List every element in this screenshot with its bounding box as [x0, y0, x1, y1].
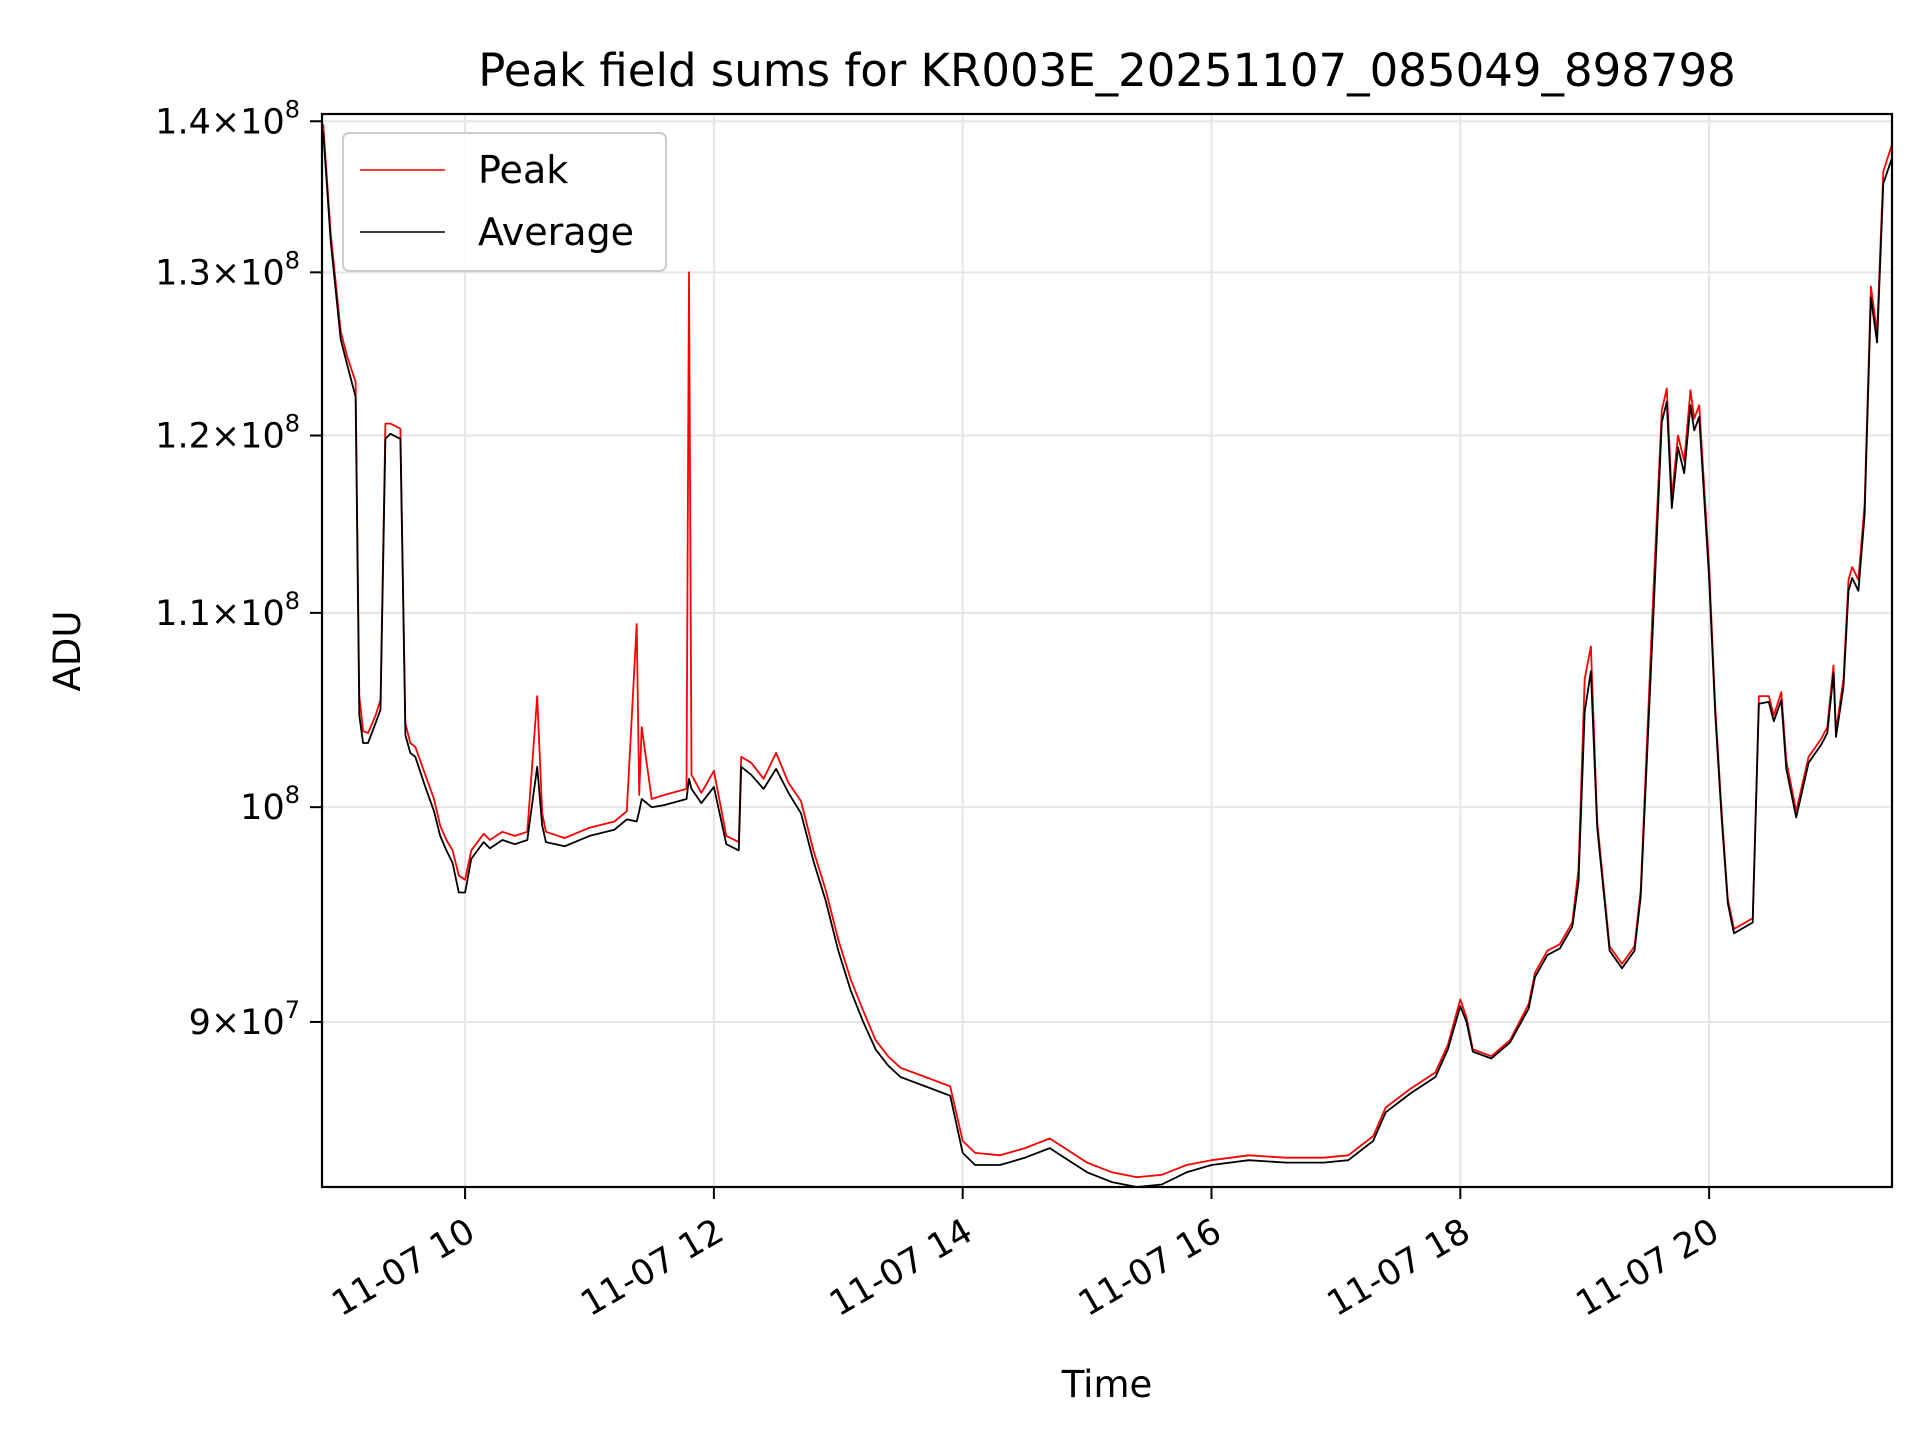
legend-box: [342, 132, 667, 272]
y-tick-label: 1.1×108: [155, 587, 300, 634]
legend: Peak Average: [342, 132, 667, 272]
y-tick-exponent: 8: [285, 587, 300, 615]
y-axis-label: ADU: [46, 611, 89, 692]
y-tick-mantissa: 1.1: [155, 594, 211, 634]
y-tick-exponent: 7: [285, 996, 300, 1024]
y-tick-exponent: 8: [285, 410, 300, 438]
y-tick-label: 1.3×108: [155, 246, 300, 293]
legend-label-average: Average: [478, 210, 634, 254]
y-tick-mantissa: 1.3: [155, 253, 211, 293]
y-tick-exponent: 8: [285, 246, 300, 274]
y-tick-mantissa: 9: [189, 1003, 211, 1043]
y-tick-label: 1.4×108: [155, 95, 300, 142]
y-tick-mantissa: 1.2: [155, 417, 211, 457]
y-tick-label: 1.2×108: [155, 410, 300, 457]
y-tick-base: 10: [240, 788, 285, 828]
legend-label-peak: Peak: [478, 148, 568, 192]
y-tick-mantissa: 1.4: [155, 102, 211, 142]
series-line-average: [322, 131, 1892, 1187]
y-tick-base: ×10: [211, 417, 285, 457]
y-tick-base: ×10: [211, 1003, 285, 1043]
plot-frame: [320, 112, 1894, 1189]
series-lines: [322, 124, 1892, 1187]
y-tick-base: ×10: [211, 102, 285, 142]
y-tick-label: 9×107: [189, 996, 300, 1043]
grid-lines: [322, 114, 1892, 1187]
y-tick-exponent: 8: [285, 781, 300, 809]
y-tick-base: ×10: [211, 594, 285, 634]
y-tick-label: 108: [240, 781, 300, 828]
chart-title: Peak field sums for KR003E_20251107_0850…: [478, 44, 1736, 97]
y-tick-base: ×10: [211, 253, 285, 293]
x-axis-label: Time: [1061, 1363, 1153, 1406]
y-tick-exponent: 8: [285, 95, 300, 123]
